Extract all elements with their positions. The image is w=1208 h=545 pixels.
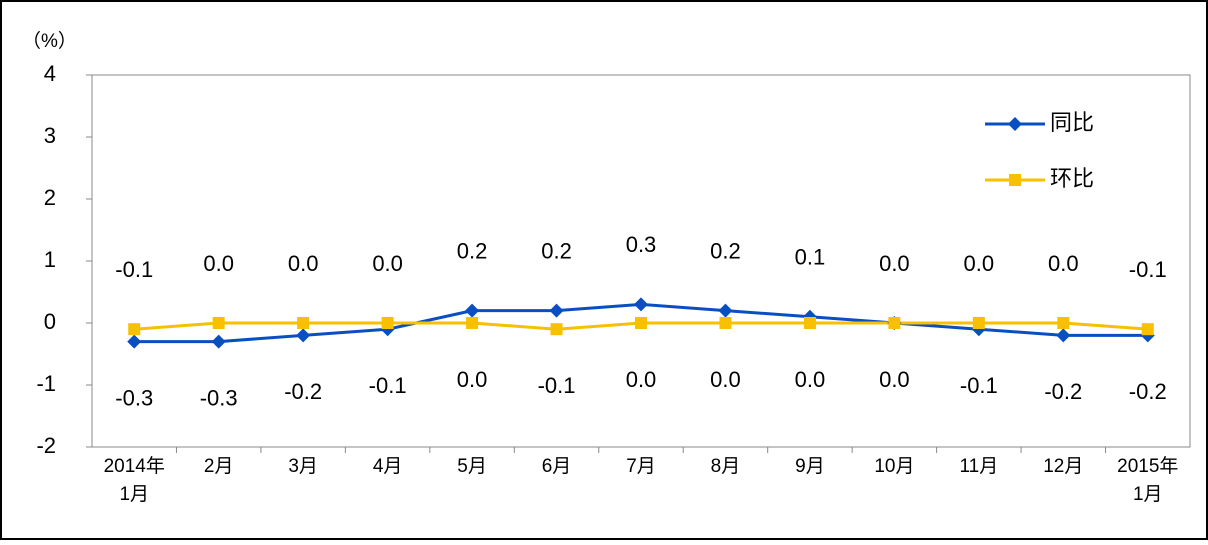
data-label: 0.0 (964, 251, 995, 276)
data-label: 0.0 (879, 251, 910, 276)
data-label: -0.1 (960, 373, 998, 398)
x-tick-label: 12月 (1043, 456, 1083, 477)
data-label: 0.0 (795, 367, 826, 392)
marker (634, 297, 648, 312)
x-tick-label: 2月 (204, 456, 234, 477)
marker (549, 303, 564, 318)
data-label: 0.2 (541, 238, 572, 263)
marker (719, 317, 732, 329)
x-tick-label: 2014年 1月 (104, 455, 165, 505)
x-tick-label: 5月 (457, 456, 487, 477)
y-tick-label: 3 (44, 123, 56, 148)
marker (635, 317, 647, 329)
y-unit-label: （%） (22, 30, 77, 52)
marker (296, 328, 311, 343)
data-label: -0.3 (115, 385, 153, 410)
y-tick-label: 1 (44, 247, 56, 272)
data-label: 0.1 (795, 245, 826, 270)
x-tick-label: 7月 (626, 456, 656, 477)
marker (465, 303, 480, 318)
data-label: -0.1 (369, 373, 407, 398)
marker (972, 317, 985, 329)
legend-label: 环比 (1050, 166, 1094, 191)
marker (888, 317, 901, 329)
data-label: -0.3 (200, 385, 238, 410)
y-tick-label: -2 (36, 433, 56, 458)
data-label: -0.2 (1129, 379, 1167, 404)
x-tick-label: 4月 (373, 456, 403, 477)
marker (212, 317, 225, 329)
marker (466, 317, 479, 329)
y-tick-label: -1 (36, 371, 56, 396)
data-label: 0.0 (203, 251, 234, 276)
marker (127, 334, 142, 349)
legend-label: 同比 (1050, 110, 1094, 135)
data-label: 0.3 (626, 232, 657, 257)
x-tick-label: 8月 (711, 456, 741, 477)
marker (211, 334, 226, 349)
x-tick-label: 2015年 1月 (1117, 455, 1178, 505)
marker (550, 323, 563, 336)
data-label: 0.0 (626, 367, 657, 392)
data-label: -0.1 (538, 373, 576, 398)
data-label: 0.0 (372, 251, 403, 276)
data-label: 0.2 (457, 238, 488, 263)
data-label: 0.0 (710, 367, 741, 392)
y-tick-label: 4 (44, 61, 56, 86)
marker (128, 323, 141, 336)
data-label: 0.0 (288, 251, 319, 276)
x-tick-label: 11月 (959, 456, 998, 477)
data-label: -0.1 (1129, 257, 1167, 282)
marker (1056, 328, 1071, 343)
marker (1057, 317, 1070, 329)
marker (718, 303, 733, 318)
x-tick-label: 3月 (288, 456, 318, 477)
marker (1009, 174, 1021, 186)
x-tick-label: 6月 (542, 456, 572, 477)
data-label: -0.1 (115, 257, 153, 282)
data-label: 0.0 (879, 367, 910, 392)
marker (381, 317, 394, 329)
y-tick-label: 0 (44, 309, 56, 334)
data-label: 0.0 (1048, 251, 1079, 276)
x-tick-label: 10月 (874, 456, 914, 477)
data-label: 0.2 (710, 238, 741, 263)
x-tick-label: 9月 (795, 456, 825, 477)
marker (1141, 323, 1154, 336)
data-label: -0.2 (1044, 379, 1082, 404)
data-label: -0.2 (284, 379, 322, 404)
data-label: 0.0 (457, 367, 488, 392)
marker (297, 317, 310, 329)
y-tick-label: 2 (44, 185, 56, 210)
marker (803, 317, 816, 329)
marker (1008, 117, 1022, 131)
